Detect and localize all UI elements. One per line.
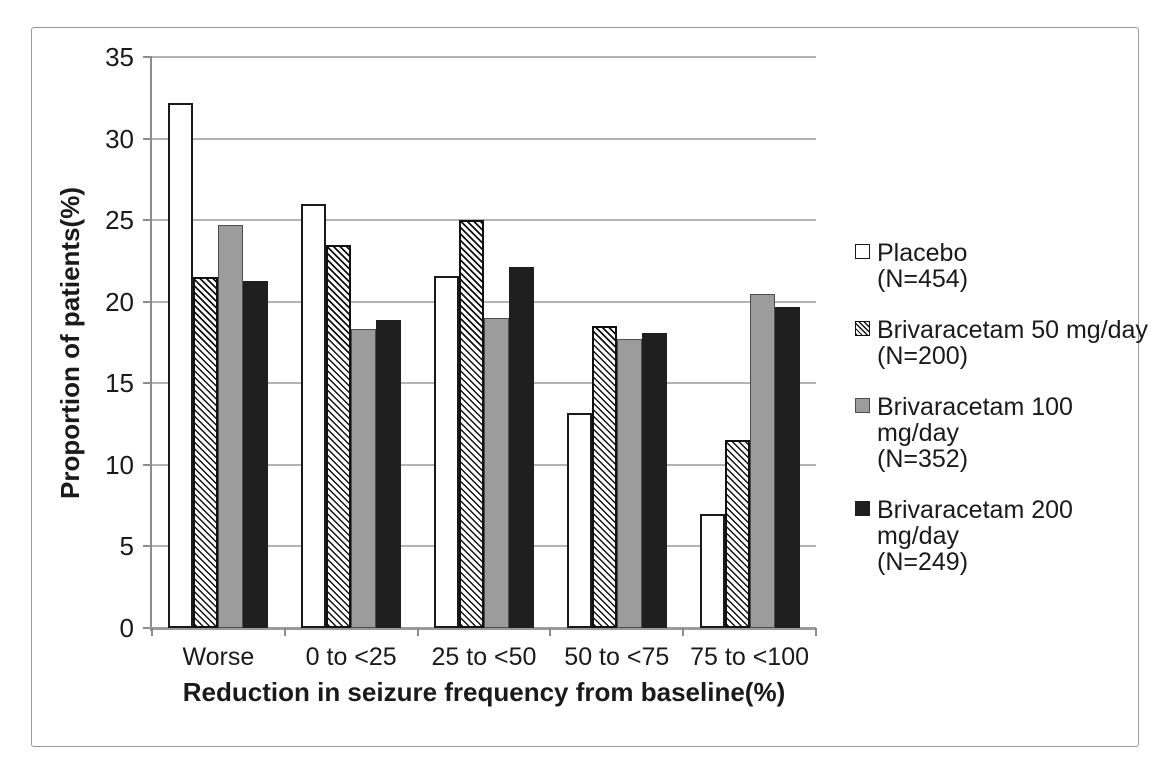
bar-hatch-1 (326, 244, 352, 628)
legend-entry-1: Placebo (N=454) (855, 240, 1155, 292)
gridline-30 (152, 137, 816, 140)
x-axis-line (150, 627, 816, 630)
bar-black-2 (509, 267, 534, 628)
bar-black-1 (376, 319, 402, 628)
x-tick-label-0: Worse (182, 643, 255, 671)
x-tick-mark-4 (682, 628, 685, 636)
bar-gray-4 (749, 293, 775, 628)
bar-black-4 (774, 306, 800, 628)
x-tick-mark-3 (549, 628, 552, 636)
legend-series-n: (N=454) (877, 265, 969, 293)
x-tick-label-4: 75 to <100 (690, 643, 810, 671)
legend-series-name: Brivaracetam 100 mg/day (877, 393, 1073, 447)
x-tick-mark-1 (283, 628, 286, 636)
y-axis-line (150, 57, 152, 631)
y-tick-mark-20 (143, 300, 152, 303)
bar-gray-1 (351, 329, 377, 628)
bar-black-0 (243, 280, 269, 628)
x-axis-title: Reduction in seizure frequency from base… (182, 677, 786, 707)
legend-entry-2: Brivaracetam 50 mg/day (N=200) (855, 317, 1155, 369)
y-tick-label-20: 20 (105, 286, 134, 317)
y-tick-mark-25 (143, 219, 152, 222)
y-tick-mark-10 (143, 463, 152, 466)
legend-series-n: (N=249) (877, 548, 969, 576)
bar-gray-0 (218, 225, 244, 628)
x-tick-mark-2 (416, 628, 419, 636)
bar-white-1 (301, 203, 327, 628)
y-tick-mark-30 (143, 137, 152, 140)
legend-series-name: Brivaracetam 50 mg/day (877, 316, 1148, 344)
bar-white-4 (699, 513, 725, 628)
y-tick-label-35: 35 (105, 42, 134, 72)
x-tick-label-3: 50 to <75 (564, 643, 670, 671)
legend-swatch-hatch-icon (855, 321, 870, 336)
bar-hatch-0 (193, 277, 219, 628)
gridline-35 (152, 56, 816, 58)
y-tick-label-0: 0 (119, 613, 134, 643)
legend-label: Brivaracetam 50 mg/day (N=200) (877, 317, 1148, 369)
legend-label: Brivaracetam 100 mg/day (N=352) (877, 394, 1155, 472)
legend-label: Placebo (N=454) (877, 240, 968, 292)
legend-swatch-gray-icon (855, 398, 870, 413)
y-tick-label-5: 5 (119, 531, 134, 562)
legend-entry-3: Brivaracetam 100 mg/day (N=352) (855, 394, 1155, 472)
legend: Placebo (N=454) Brivaracetam 50 mg/day (N=2… (855, 240, 1155, 600)
legend-swatch-white-icon (855, 244, 870, 259)
bar-black-3 (641, 332, 667, 628)
bar-white-2 (434, 275, 459, 628)
legend-label: Brivaracetam 200 mg/day (N=249) (877, 497, 1155, 575)
y-tick-label-10: 10 (105, 449, 134, 480)
bar-hatch-3 (591, 326, 617, 628)
y-tick-label-30: 30 (105, 123, 134, 154)
gridline-25 (152, 219, 816, 222)
y-tick-label-15: 15 (105, 368, 134, 399)
bar-hatch-2 (459, 220, 484, 628)
y-tick-label-25: 25 (105, 205, 134, 236)
bar-hatch-4 (724, 440, 750, 628)
legend-series-n: (N=352) (877, 445, 969, 473)
y-tick-mark-35 (143, 56, 152, 58)
legend-series-n: (N=200) (877, 342, 969, 370)
legend-series-name: Placebo (877, 239, 968, 267)
legend-series-name: Brivaracetam 200 mg/day (877, 496, 1073, 550)
bar-gray-2 (484, 318, 509, 628)
legend-entry-4: Brivaracetam 200 mg/day (N=249) (855, 497, 1155, 575)
bar-white-3 (566, 412, 592, 628)
bar-gray-3 (616, 339, 642, 628)
x-tick-mark-0 (151, 628, 153, 636)
x-tick-label-1: 0 to <25 (305, 643, 397, 671)
bar-white-0 (168, 102, 194, 628)
gridline-20 (152, 300, 816, 303)
y-axis-title: Proportion of patients(%) (55, 187, 85, 499)
x-tick-label-2: 25 to <50 (431, 643, 537, 671)
x-tick-mark-5 (815, 628, 817, 636)
y-tick-mark-15 (143, 382, 152, 385)
y-tick-mark-0 (143, 627, 152, 629)
legend-swatch-black-icon (855, 501, 870, 516)
y-tick-mark-5 (143, 545, 152, 548)
